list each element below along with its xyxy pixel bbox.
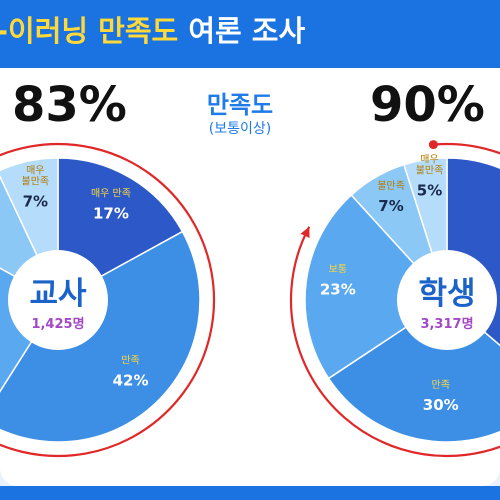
pie-slice (0, 230, 201, 443)
slice-label: 불만족 (377, 180, 405, 192)
arc-arrowhead (300, 226, 310, 238)
center-disc (397, 250, 497, 350)
banner-title-part-b: 여론 조사 (188, 14, 306, 48)
student-satisfaction-percent: 90% (370, 77, 485, 133)
slice-value: 23% (320, 280, 356, 298)
pie-slice (304, 194, 449, 380)
satisfaction-arc (0, 142, 216, 458)
slice-value: 7% (23, 193, 48, 211)
slice-label: 불만족 (416, 164, 444, 176)
title-banner: -이러닝 만족도 여론 조사 (0, 0, 500, 68)
group-name: 학생 (418, 276, 475, 312)
group-name: 교사 (29, 276, 87, 312)
slice-label: 보통 (329, 263, 347, 275)
slice-value: 7% (378, 197, 403, 215)
satisfaction-arc (289, 142, 500, 458)
slice-label: 매우 (26, 165, 44, 177)
center-disc (8, 250, 108, 350)
slice-label: 매우 만족 (91, 187, 131, 199)
slice-value: 5% (417, 181, 442, 199)
slice-value: 30% (423, 396, 459, 414)
slice-value: 42% (113, 371, 149, 389)
banner-title-part-a: -이러닝 만족도 (0, 14, 179, 48)
satisfaction-legend-subtitle: (보통이상) (208, 121, 272, 137)
slice-value: 17% (93, 204, 129, 222)
respondent-count: 1,425명 (31, 316, 84, 332)
teacher-satisfaction-percent: 83% (12, 77, 127, 133)
slice-label: 만족 (121, 354, 139, 366)
satisfaction-legend-title: 만족도 (206, 91, 274, 119)
slice-label: 만족 (432, 379, 450, 391)
respondent-count: 3,317명 (420, 316, 473, 332)
slice-label: 매우 (420, 153, 438, 165)
banner-title: -이러닝 만족도 여론 조사 (0, 14, 305, 48)
footer-bar (0, 486, 500, 500)
arc-start-dot (428, 140, 438, 150)
satisfaction-legend: 만족도 (보통이상) (180, 90, 300, 138)
slice-label: 불만족 (22, 176, 50, 188)
